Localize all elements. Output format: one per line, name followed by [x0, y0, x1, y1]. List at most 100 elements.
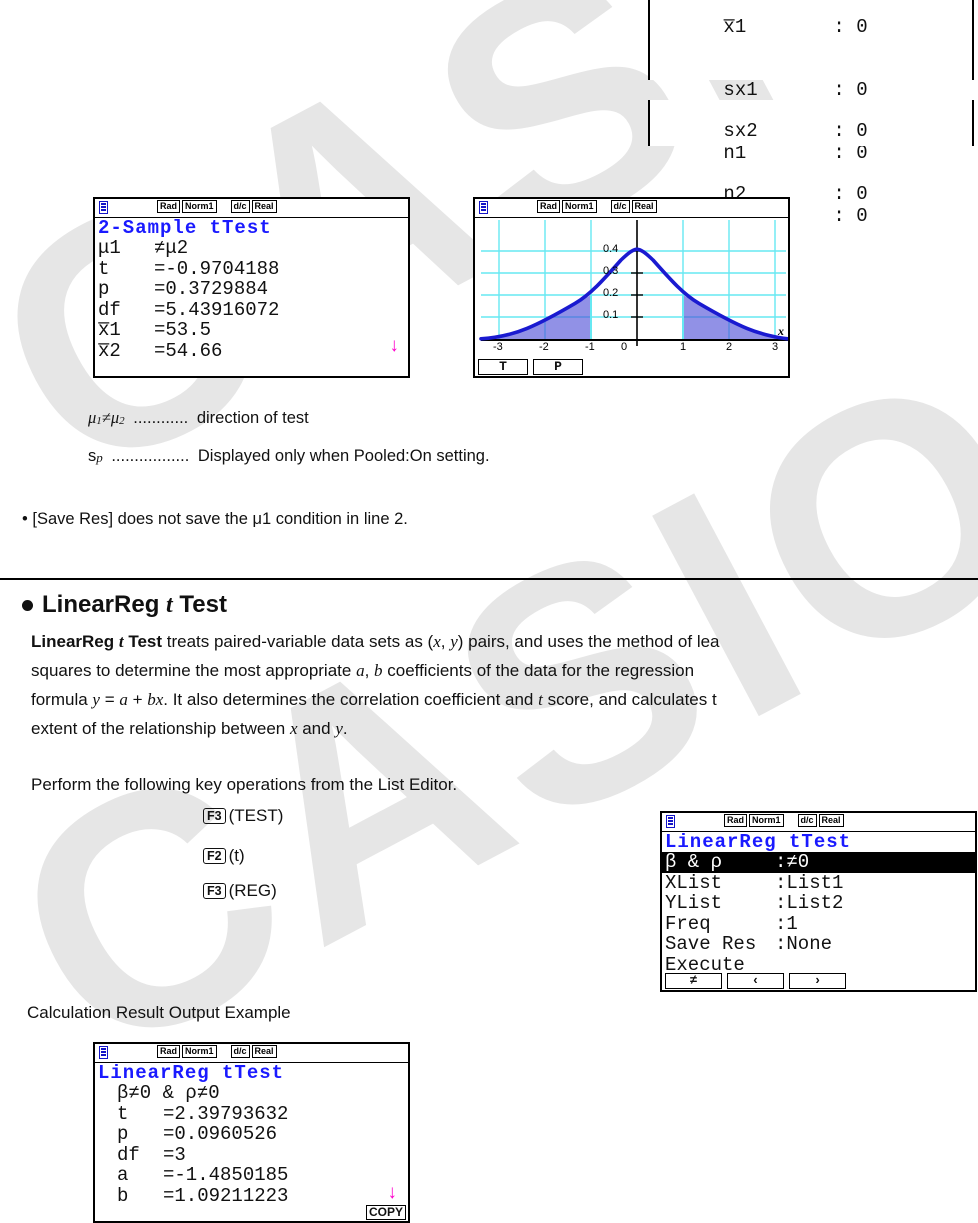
frag-value: : 0 — [833, 183, 868, 205]
key-operation-test: F3 (TEST) — [203, 806, 283, 826]
angle-mode-badge: Rad — [157, 1045, 181, 1058]
normal-curve — [479, 247, 788, 341]
frag-row: n1: 0 — [650, 122, 972, 185]
result-row: t =2.39793632 — [95, 1102, 408, 1125]
setup-value: :None — [775, 933, 833, 955]
result-value: =5.43916072 — [154, 298, 280, 321]
angle-mode-badge: Rad — [724, 814, 748, 827]
frag-label: x̅1 — [723, 16, 747, 38]
key-operation-label: (t) — [228, 846, 245, 865]
key-operation-reg: F3 (REG) — [203, 881, 277, 901]
x-tick-label: -3 — [493, 341, 503, 353]
softkey-t[interactable]: T — [478, 358, 528, 375]
section-instruction: Perform the following key operations fro… — [31, 775, 458, 794]
result-row: x̅1 =53.5 — [95, 320, 408, 341]
section-paragraph: LinearReg t Test treats paired-variable … — [31, 627, 978, 743]
frag-row: sx1: 0 — [650, 59, 972, 122]
key-operation-t: F2 (t) — [203, 846, 245, 866]
function-key-f2[interactable]: F2 — [203, 848, 226, 864]
result-row-hypothesis: β≠0 & ρ≠0 — [95, 1083, 408, 1104]
screen-ttest-graph: Rad Norm1 d/c Real — [473, 197, 790, 378]
softkey-p[interactable]: P — [533, 358, 583, 375]
result-label: t — [117, 1102, 129, 1125]
frag-value: : 0 — [833, 16, 868, 38]
screen-title: LinearReg tTest — [665, 831, 852, 853]
screen-two-sample-ttest-result: Rad Norm1 d/c Real 2-Sample tTest μ1 ≠μ2 … — [93, 197, 410, 378]
x-tick-label: 1 — [680, 341, 687, 353]
battery-icon — [99, 1046, 108, 1059]
angle-mode-badge: Rad — [157, 200, 181, 213]
result-label: p — [117, 1123, 129, 1145]
result-value: =2.39793632 — [163, 1102, 289, 1125]
setup-row-freq[interactable]: Freq:1 — [662, 912, 975, 935]
setup-value: :List1 — [775, 871, 844, 894]
setup-row-xlist[interactable]: XList:List1 — [662, 871, 975, 894]
battery-icon — [99, 201, 108, 214]
setup-row-execute[interactable]: Execute — [662, 954, 975, 976]
function-key-f3[interactable]: F3 — [203, 883, 226, 899]
result-value: =-0.9704188 — [154, 257, 280, 280]
status-bar: Rad Norm1 d/c Real — [95, 199, 408, 218]
result-row: df =3 — [95, 1143, 408, 1166]
result-row: df =5.43916072 — [95, 298, 408, 321]
setup-row-ylist[interactable]: YList:List2 — [662, 893, 975, 914]
two-sample-setup-fragment-upper: x̅1: 0 sx1: 0 n1: 0 x̅2: 0 — [648, 0, 974, 227]
result-value: =53.5 — [154, 319, 212, 341]
status-badges: Rad Norm1 d/c Real — [537, 200, 657, 213]
right-tail-shading — [683, 295, 786, 340]
critical-value-markers — [590, 295, 684, 340]
section-heading: LinearReg t Test — [22, 591, 227, 619]
complex-mode-badge: Real — [251, 1045, 277, 1058]
section-divider — [0, 578, 978, 580]
result-value: =3 — [163, 1143, 186, 1166]
bullet-icon — [22, 599, 33, 611]
x-tick-label: -2 — [539, 341, 549, 353]
result-label: df — [98, 298, 121, 321]
frag-row: sx2: 0 — [650, 100, 972, 163]
y-tick-label: 0.1 — [603, 309, 619, 321]
angle-mode-badge: Rad — [537, 200, 561, 213]
fraction-mode-badge: d/c — [610, 200, 630, 213]
frag-label: sx1 — [723, 79, 758, 101]
softkey-not-equal[interactable]: ≠ — [665, 972, 722, 989]
screen-linearreg-result: Rad Norm1 d/c Real LinearReg tTest β≠0 &… — [93, 1042, 410, 1223]
status-badges: Rad Norm1 d/c Real — [157, 1045, 277, 1058]
result-label: μ1 — [98, 237, 121, 259]
result-row: t =-0.9704188 — [95, 257, 408, 280]
result-label: t — [98, 257, 110, 280]
fraction-mode-badge: d/c — [797, 814, 817, 827]
two-sample-setup-fragment-lower: sx2: 0 n2: 0 — [648, 100, 974, 205]
grid-lines — [481, 220, 786, 340]
status-bar: Rad Norm1 d/c Real — [662, 813, 975, 832]
section-heading-text: LinearReg t Test — [42, 591, 227, 618]
result-label: x̅1 — [98, 319, 121, 341]
result-row: x̅2 =54.66 — [95, 340, 408, 362]
annotation-dots: ................. — [111, 447, 190, 465]
status-badges: Rad Norm1 d/c Real — [724, 814, 844, 827]
setup-value: :List2 — [775, 892, 844, 914]
frag-label: n1 — [723, 142, 747, 164]
softkey-less-than[interactable]: ‹ — [727, 972, 784, 989]
display-mode-badge: Norm1 — [182, 200, 217, 213]
setup-row-save-res[interactable]: Save Res :None — [662, 934, 975, 955]
setup-value: :≠0 — [775, 851, 810, 873]
annotation-pooled-sp: sp ................. Displayed only when… — [88, 446, 490, 468]
save-res-note: • [Save Res] does not save the μ1 condit… — [22, 510, 408, 528]
copy-indicator[interactable]: COPY — [365, 1205, 406, 1220]
annotation-text: Displayed only when Pooled:On setting. — [197, 447, 490, 465]
x-tick-label: 2 — [726, 341, 733, 353]
result-value: ≠μ2 — [154, 237, 189, 259]
battery-icon — [479, 201, 488, 214]
setup-label: Save Res — [665, 933, 757, 955]
x-tick-label: 3 — [772, 341, 779, 353]
setup-row-beta-rho[interactable]: β & ρ :≠0 — [662, 852, 975, 873]
paragraph-line-4: extent of the relationship between x and… — [31, 719, 348, 738]
paragraph-line-1: LinearReg t Test treats paired-variable … — [31, 632, 720, 651]
result-value: =0.0960526 — [163, 1123, 278, 1145]
display-mode-badge: Norm1 — [749, 814, 784, 827]
setup-label: β & ρ — [665, 851, 723, 873]
softkey-greater-than[interactable]: › — [789, 972, 846, 989]
function-key-f3[interactable]: F3 — [203, 808, 226, 824]
setup-value: :1 — [775, 912, 798, 935]
x-axis-label: x — [777, 324, 784, 338]
